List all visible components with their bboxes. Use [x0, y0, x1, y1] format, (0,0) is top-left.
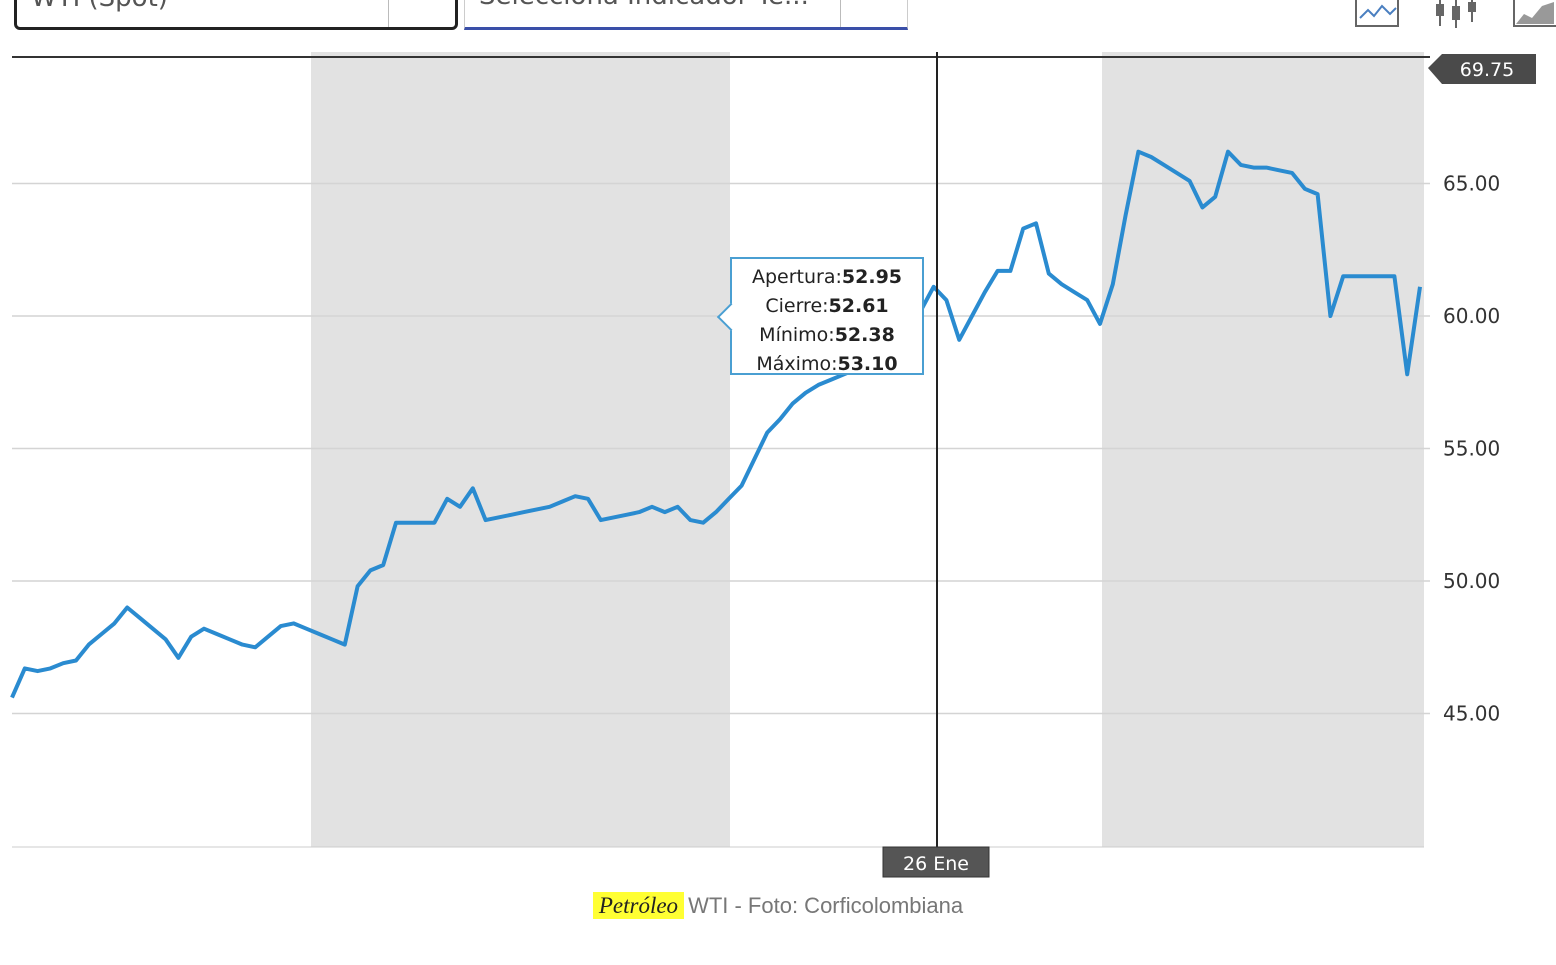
- series-line: [10, 149, 1422, 699]
- y-axis-ticks: 45.00 50.00 55.00 60.00 65.00: [1443, 172, 1500, 726]
- y-tick-label: 65.00: [1443, 172, 1500, 196]
- tooltip-row-cierre: Cierre:52.61: [765, 295, 889, 317]
- chevron-down-icon[interactable]: ⌄: [415, 0, 433, 4]
- caption-tag[interactable]: Petróleo: [592, 892, 685, 919]
- crosshair-date-badge: 26 Ene: [882, 846, 990, 878]
- selector-divider: [840, 0, 841, 27]
- tooltip-row-minimo: Mínimo:52.38: [759, 324, 895, 346]
- chevron-down-icon[interactable]: ⌄: [867, 0, 885, 2]
- grid-lines: [12, 182, 1430, 715]
- last-price-badge: 69.75: [1428, 54, 1536, 84]
- last-price-label: 69.75: [1460, 59, 1514, 81]
- price-chart[interactable]: 45.00 50.00 55.00 60.00 65.00 69.75 26 Ene: [0, 0, 1556, 880]
- background-band: [311, 52, 730, 847]
- caption-text: WTI - Foto: Corficolombiana: [688, 893, 964, 918]
- candlestick-chart-icon[interactable]: [1430, 0, 1484, 30]
- asset-selector[interactable]: WTI (Spot) ⌄: [14, 0, 458, 30]
- y-tick-label: 60.00: [1443, 304, 1500, 328]
- indicator-selector-placeholder: Selecciona Indicador Té...: [479, 0, 819, 11]
- tooltip-row-apertura: Apertura:52.95: [751, 266, 903, 288]
- image-caption: Petróleo WTI - Foto: Corficolombiana: [0, 892, 1556, 919]
- indicator-selector[interactable]: Selecciona Indicador Té... ⌄: [464, 0, 908, 30]
- background-band: [1102, 52, 1424, 847]
- y-tick-label: 55.00: [1443, 437, 1500, 461]
- asset-selector-value: WTI (Spot): [31, 0, 371, 13]
- tooltip-row-maximo: Máximo:53.10: [756, 353, 898, 375]
- crosshair-date-label: 26 Ene: [903, 853, 969, 875]
- selector-divider: [388, 0, 389, 27]
- line-chart-icon[interactable]: [1354, 0, 1402, 30]
- y-tick-label: 45.00: [1443, 702, 1500, 726]
- background-bands: [311, 52, 1424, 847]
- area-chart-icon[interactable]: [1510, 0, 1556, 30]
- ohlc-tooltip: Apertura:52.95 Cierre:52.61 Mínimo:52.38…: [716, 257, 924, 375]
- y-tick-label: 50.00: [1443, 569, 1500, 593]
